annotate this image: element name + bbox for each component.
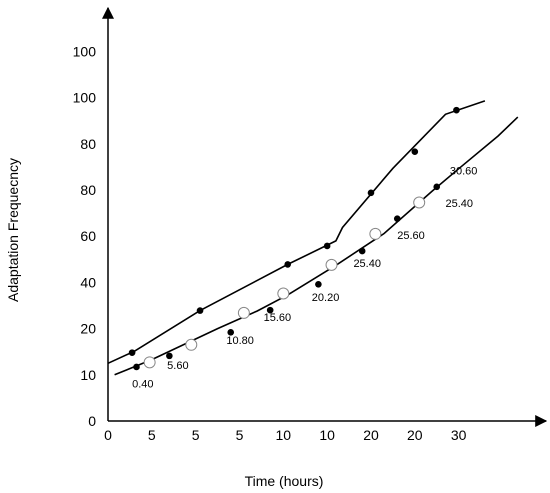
data-label: 25.40 xyxy=(445,198,473,210)
data-point xyxy=(266,306,274,314)
data-point xyxy=(433,183,441,191)
data-label: 5.60 xyxy=(167,360,188,372)
data-label: 30.60 xyxy=(450,165,478,177)
data-point-open xyxy=(325,258,338,271)
data-point xyxy=(323,242,331,250)
data-label: 0.40 xyxy=(132,378,153,390)
data-point xyxy=(315,280,322,288)
y-tick-label: 80 xyxy=(80,136,96,152)
x-tick-label: 20 xyxy=(407,427,423,443)
data-point xyxy=(196,307,204,314)
x-tick-label: 5 xyxy=(148,427,156,443)
data-point xyxy=(128,349,136,356)
x-tick-label: 20 xyxy=(363,427,379,443)
x-tick-label: 5 xyxy=(236,427,244,443)
data-point xyxy=(358,247,366,255)
data-point-open xyxy=(237,306,250,319)
data-point-open xyxy=(143,356,156,369)
x-axis-title: Time (hours) xyxy=(245,473,324,489)
x-tick-label: 30 xyxy=(451,427,467,443)
data-label: 20.20 xyxy=(312,292,340,304)
data-point xyxy=(227,329,235,336)
data-point xyxy=(411,148,419,156)
data-point xyxy=(393,215,401,222)
data-label: 10.80 xyxy=(226,335,254,347)
x-tick-label: 5 xyxy=(192,427,200,443)
series-line-1 xyxy=(107,100,486,365)
data-point xyxy=(284,261,292,268)
data-label: 15.60 xyxy=(264,312,292,324)
y-tick-label: 80 xyxy=(80,182,96,198)
y-tick-label: 100 xyxy=(73,43,97,59)
x-tick-label: 10 xyxy=(276,427,292,443)
x-tick-label: 0 xyxy=(104,427,112,443)
data-point-open xyxy=(277,287,290,300)
y-tick-label: 40 xyxy=(80,274,96,290)
y-tick-label: 100 xyxy=(73,90,97,106)
y-tick-label: 20 xyxy=(80,321,96,337)
data-label: 25.60 xyxy=(397,230,425,242)
series-line-2 xyxy=(114,116,519,376)
data-label: 25.40 xyxy=(353,258,381,270)
x-tick-label: 10 xyxy=(319,427,335,443)
y-tick-label: 10 xyxy=(80,367,96,383)
y-tick-label: 60 xyxy=(80,228,96,244)
data-point xyxy=(166,352,173,360)
data-point xyxy=(367,189,375,197)
data-point-open xyxy=(185,338,198,351)
data-point-open xyxy=(369,227,382,240)
data-point-open xyxy=(413,196,426,209)
data-point xyxy=(133,363,140,371)
y-tick-label: 0 xyxy=(88,413,96,429)
y-axis-title: Adaptation Frequecncy xyxy=(5,158,21,302)
data-point xyxy=(453,106,460,114)
